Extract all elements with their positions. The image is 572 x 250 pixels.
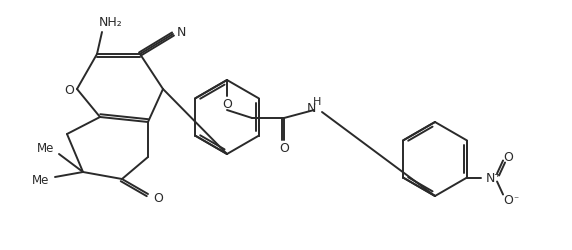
Text: O: O (503, 150, 513, 163)
Text: ⁻: ⁻ (514, 195, 519, 205)
Text: Me: Me (32, 173, 50, 186)
Text: Me: Me (37, 142, 55, 155)
Text: O: O (153, 192, 163, 205)
Text: O: O (279, 142, 289, 155)
Text: N: N (307, 101, 316, 114)
Text: O: O (503, 193, 513, 206)
Text: O: O (64, 83, 74, 96)
Text: O: O (222, 98, 232, 111)
Text: N: N (486, 171, 495, 184)
Text: NH₂: NH₂ (99, 16, 123, 30)
Text: N: N (176, 26, 186, 38)
Text: +: + (494, 169, 500, 178)
Text: H: H (313, 96, 321, 106)
